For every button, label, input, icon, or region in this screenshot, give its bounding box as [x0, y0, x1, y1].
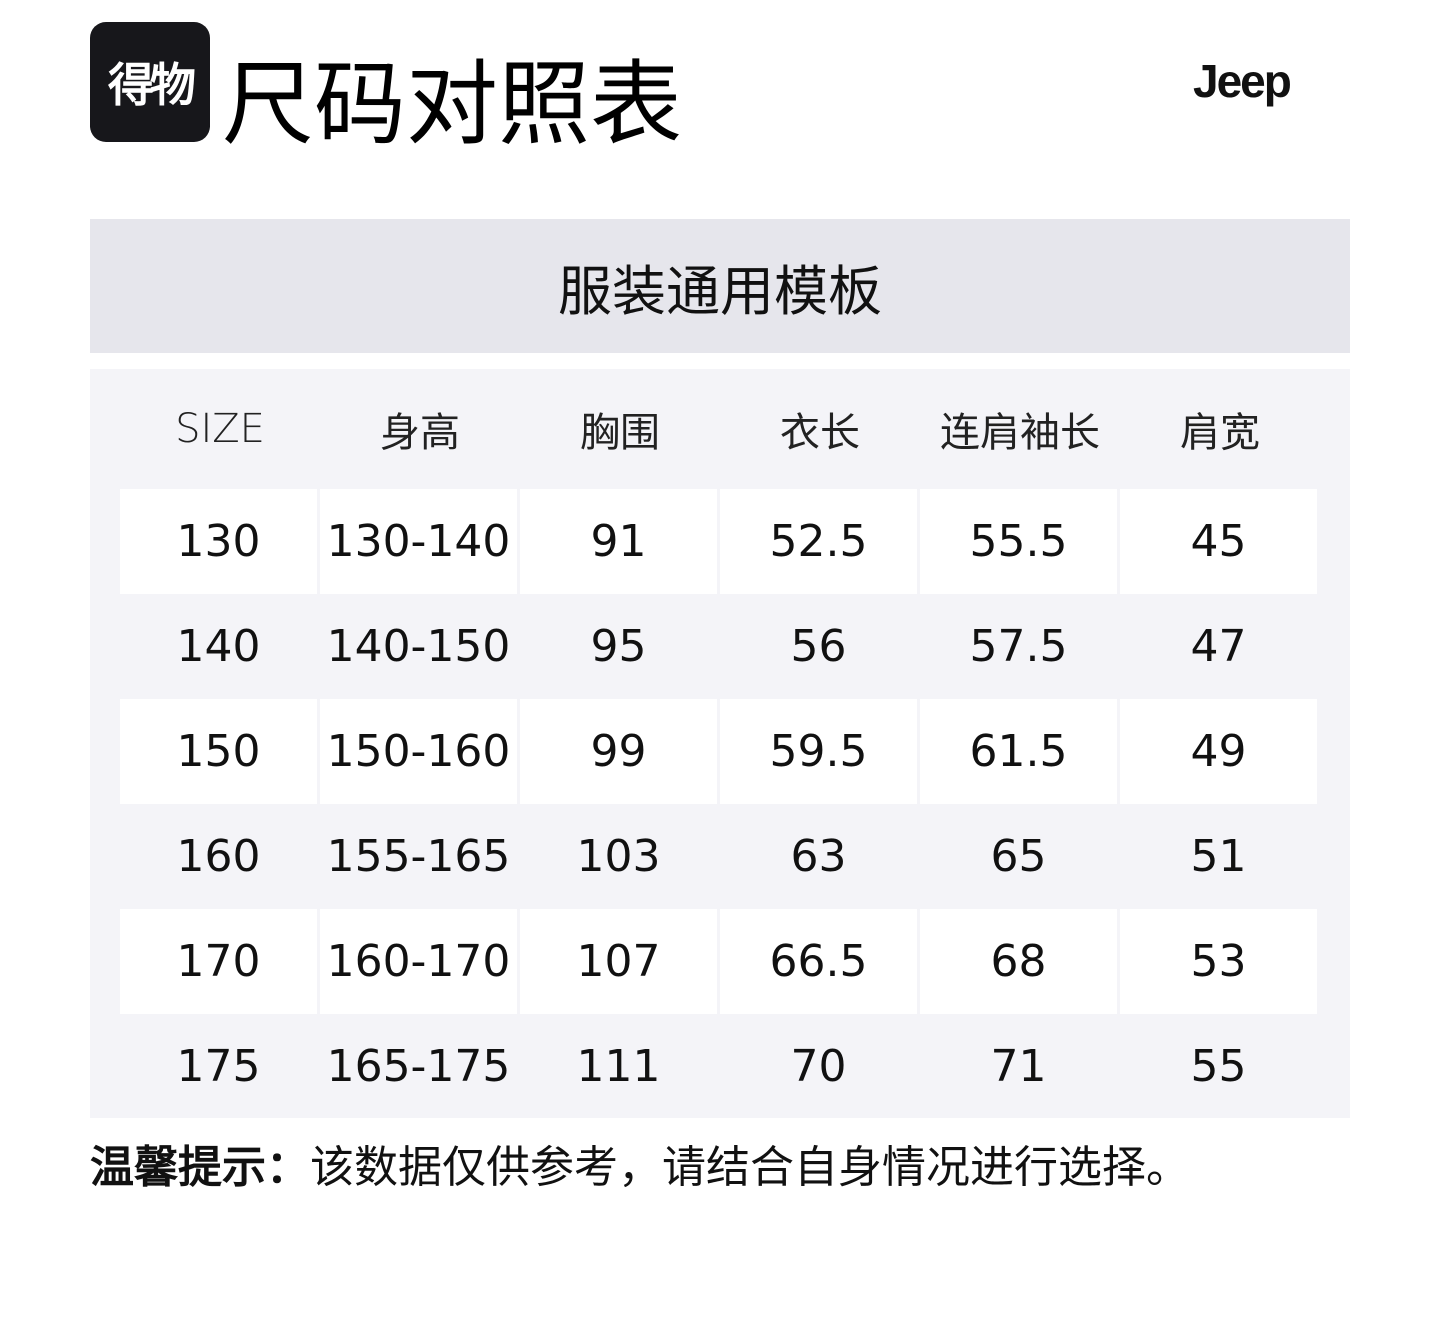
table-cell: 55: [1190, 1041, 1247, 1092]
table-cell: 170: [120, 909, 317, 1014]
table-row: 130 130-140 91 52.5 55.5 45: [120, 489, 1317, 594]
column-header: 连肩袖长: [940, 410, 1100, 456]
table-cell: 68: [920, 909, 1117, 1014]
table-cell: 53: [1120, 909, 1317, 1014]
table-cell: 111: [576, 1041, 661, 1092]
table-cell: 107: [520, 909, 717, 1014]
page-title: 尺码对照表: [222, 51, 683, 158]
table-cell: 71: [990, 1041, 1047, 1092]
table-cell: 65: [990, 831, 1047, 882]
table-row: 170 160-170 107 66.5 68 53: [120, 909, 1317, 1014]
table-row: 160 155-165 103 63 65 51: [120, 804, 1317, 909]
table-header: SIZE 身高 胸围 衣长 连肩袖长 肩宽: [120, 369, 1320, 489]
dewu-logo: 得物: [90, 22, 210, 142]
jeep-logo: Jeep: [1193, 55, 1292, 107]
tip-label: 温馨提示：: [90, 1142, 310, 1193]
table-cell: 52.5: [720, 489, 917, 594]
table-cell: 95: [590, 621, 647, 672]
table-row: 140 140-150 95 56 57.5 47: [120, 594, 1317, 699]
table-cell: 150-160: [320, 699, 517, 804]
table-cell: 55.5: [920, 489, 1117, 594]
table-row: 150 150-160 99 59.5 61.5 49: [120, 699, 1317, 804]
column-header: 胸围: [580, 410, 660, 456]
table-cell: 45: [1120, 489, 1317, 594]
table-cell: 49: [1120, 699, 1317, 804]
table-cell: 51: [1190, 831, 1247, 882]
table-cell: 150: [120, 699, 317, 804]
table-cell: 130: [120, 489, 317, 594]
table-cell: 91: [520, 489, 717, 594]
table-cell: 130-140: [320, 489, 517, 594]
tip-text: 该数据仅供参考，请结合自身情况进行选择。: [310, 1142, 1190, 1193]
table-cell: 61.5: [920, 699, 1117, 804]
table-cell: 175: [176, 1041, 261, 1092]
column-header: 身高: [380, 410, 460, 456]
size-table: SIZE 身高 胸围 衣长 连肩袖长 肩宽 130 130-140 91 52.5 55.5 45 1…: [90, 369, 1350, 1118]
table-cell: 155-165: [326, 831, 511, 882]
table-cell: 160: [176, 831, 261, 882]
tip-note: 温馨提示：该数据仅供参考，请结合自身情况进行选择。: [90, 1138, 1190, 1198]
column-header: SIZE: [175, 406, 265, 452]
column-header: 衣长: [780, 410, 860, 456]
table-cell: 160-170: [320, 909, 517, 1014]
table-cell: 57.5: [969, 621, 1068, 672]
table-cell: 140-150: [326, 621, 511, 672]
table-cell: 63: [790, 831, 847, 882]
table-cell: 47: [1190, 621, 1247, 672]
table-cell: 99: [520, 699, 717, 804]
column-header: 肩宽: [1180, 410, 1260, 456]
table-cell: 103: [576, 831, 661, 882]
table-row: 175 165-175 111 70 71 55: [120, 1014, 1317, 1119]
table-cell: 165-175: [326, 1041, 511, 1092]
table-cell: 70: [790, 1041, 847, 1092]
table-cell: 140: [176, 621, 261, 672]
table-cell: 66.5: [720, 909, 917, 1014]
template-banner: 服装通用模板: [90, 219, 1350, 353]
table-cell: 56: [790, 621, 847, 672]
table-cell: 59.5: [720, 699, 917, 804]
